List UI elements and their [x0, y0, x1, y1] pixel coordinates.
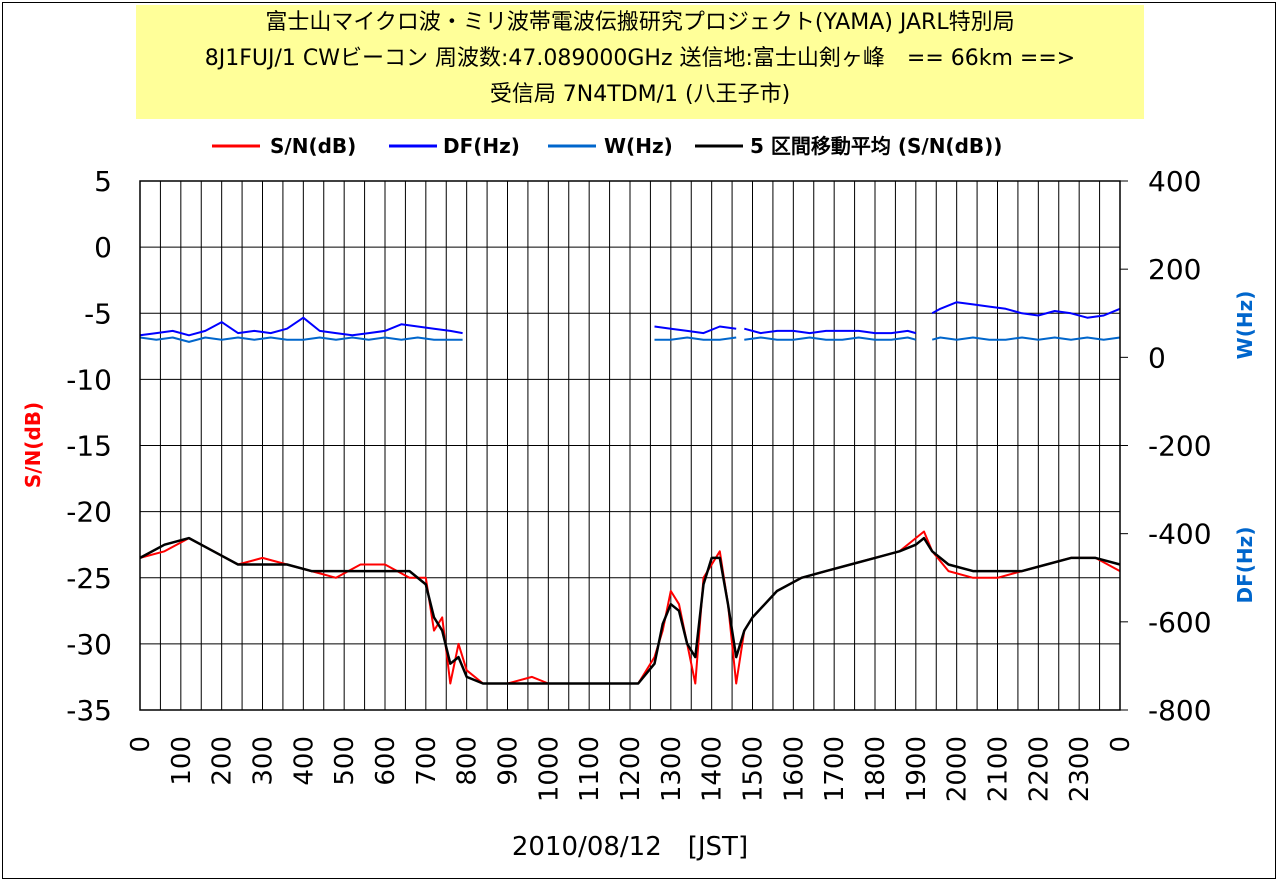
x-tick-label: 1600	[779, 736, 809, 802]
y-left-tick-label: -10	[66, 363, 112, 396]
y-right-tick-label: -600	[1148, 606, 1212, 639]
legend: S/N(dB) DF(Hz) W(Hz) 5 区間移動平均 (S/N(dB))	[212, 134, 1002, 158]
y-left-tick-label: -30	[66, 628, 112, 661]
x-tick-label: 2200	[1024, 736, 1054, 802]
x-tick-label: 2000	[943, 736, 973, 802]
x-tick-label: 200	[208, 736, 238, 786]
x-tick-label: 900	[494, 736, 524, 786]
y-axis-left-label: S/N(dB)	[21, 402, 45, 488]
y-right-tick-label: -400	[1148, 518, 1212, 551]
x-tick-label: 1000	[534, 736, 564, 802]
x-tick-label: 1700	[820, 736, 850, 802]
y-left-tick-label: -25	[66, 562, 112, 595]
y-left-tick-label: -5	[84, 297, 112, 330]
series-df-line	[654, 325, 737, 335]
chart-title-line-2: 8J1FUJ/1 CWビーコン 周波数:47.089000GHz 送信地:富士山…	[204, 46, 1076, 71]
legend-label: S/N(dB)	[270, 134, 356, 158]
y-right-tick-label: 200	[1148, 253, 1201, 286]
x-tick-label: 1100	[575, 736, 605, 802]
series-w-line	[139, 336, 463, 343]
x-tick-label: 700	[412, 736, 442, 786]
series-df-line	[931, 301, 1121, 319]
y-left-tick-label: 0	[94, 231, 112, 264]
series-w-line	[744, 336, 917, 341]
y-left-tick-label: -35	[66, 694, 112, 727]
series-layer	[139, 301, 1121, 685]
legend-label: 5 区間移動平均 (S/N(dB))	[750, 134, 1002, 158]
y-right-tick-label: 0	[1148, 341, 1166, 374]
grid-lines	[139, 180, 1121, 711]
x-tick-label: 0	[1106, 736, 1136, 753]
x-axis-label: 2010/08/12 [JST]	[512, 832, 748, 862]
y-axis-right-bottom-label: DF(Hz)	[1233, 527, 1257, 604]
chart-title-box: 富士山マイクロ波・ミリ波帯電波伝搬研究プロジェクト(YAMA) JARL特別局 …	[136, 5, 1144, 119]
x-tick-label: 1500	[739, 736, 769, 802]
tick-labels: 50-5-10-15-20-25-30-354002000-200-400-60…	[66, 165, 1211, 802]
series-moving-average-line	[139, 536, 1121, 685]
x-tick-label: 400	[289, 736, 319, 786]
x-tick-label: 1800	[861, 736, 891, 802]
y-right-tick-label: 400	[1148, 165, 1201, 198]
y-right-tick-label: -800	[1148, 694, 1212, 727]
x-tick-label: 1300	[657, 736, 687, 802]
y-left-tick-label: 5	[94, 165, 112, 198]
chart-title-line-3: 受信局 7N4TDM/1 (八王子市)	[489, 82, 791, 107]
legend-label: DF(Hz)	[443, 134, 520, 158]
chart-title-line-1: 富士山マイクロ波・ミリ波帯電波伝搬研究プロジェクト(YAMA) JARL特別局	[265, 10, 1015, 35]
x-tick-label: 300	[249, 736, 279, 786]
x-tick-label: 2300	[1065, 736, 1095, 802]
series-df-line	[139, 316, 463, 337]
y-left-tick-label: -15	[66, 430, 112, 463]
series-df-line	[744, 327, 917, 335]
x-tick-label: 1200	[616, 736, 646, 802]
y-right-tick-label: -200	[1148, 430, 1212, 463]
x-tick-label: 600	[371, 736, 401, 786]
y-axis-right-top-label: W(Hz)	[1233, 291, 1257, 360]
x-tick-label: 100	[167, 736, 197, 786]
series-w-line	[654, 336, 737, 341]
y-left-tick-label: -20	[66, 496, 112, 529]
x-tick-label: 800	[453, 736, 483, 786]
x-tick-label: 1900	[902, 736, 932, 802]
x-tick-label: 1400	[698, 736, 728, 802]
legend-label: W(Hz)	[604, 134, 673, 158]
x-tick-label: 0	[126, 736, 156, 753]
x-tick-label: 500	[330, 736, 360, 786]
x-tick-label: 2100	[984, 736, 1014, 802]
series-w-line	[931, 336, 1121, 341]
